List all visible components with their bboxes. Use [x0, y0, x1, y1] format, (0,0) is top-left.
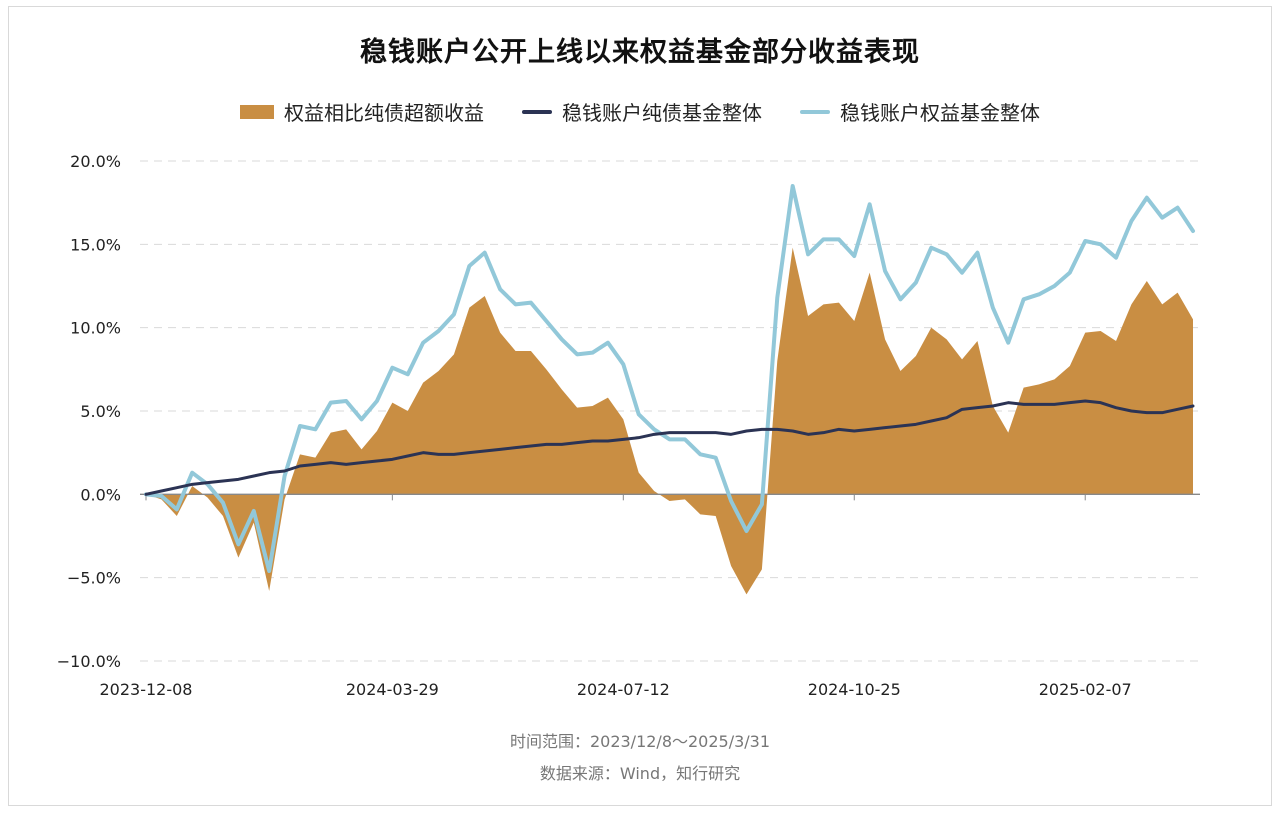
x-tick-label: 2025-02-07 [1039, 680, 1132, 699]
legend-label-bond: 稳钱账户纯债基金整体 [562, 101, 762, 125]
y-tick-label: 20.0% [70, 152, 121, 171]
data-source-note: 数据来源：Wind，知行研究 [539, 764, 741, 783]
legend-swatch-equity [800, 109, 830, 114]
legend-swatch-bond [522, 109, 552, 114]
legend-label-equity: 稳钱账户权益基金整体 [840, 101, 1040, 125]
y-tick-label: 15.0% [70, 235, 121, 254]
legend-swatch-excess [240, 104, 274, 119]
x-tick-label: 2024-03-29 [346, 680, 439, 699]
legend-label-excess: 权益相比纯债超额收益 [284, 101, 484, 125]
excess-return-area [146, 247, 1193, 595]
y-tick-label: 0.0% [80, 485, 121, 504]
bond-fund-line [144, 399, 1195, 496]
legend-item-equity: 稳钱账户权益基金整体 [800, 97, 1040, 126]
time-range-note: 时间范围：2023/12/8～2025/3/31 [509, 732, 771, 751]
y-tick-label: 5.0% [80, 402, 121, 421]
equity-fund-line [144, 184, 1195, 573]
legend-item-excess: 权益相比纯债超额收益 [240, 97, 484, 126]
y-tick-label: −10.0% [57, 652, 121, 671]
chart-title: 稳钱账户公开上线以来权益基金部分收益表现 [360, 37, 920, 68]
legend-item-bond: 稳钱账户纯债基金整体 [522, 97, 762, 126]
y-tick-label: 10.0% [70, 319, 121, 338]
x-tick-label: 2024-10-25 [808, 680, 901, 699]
x-tick-label: 2023-12-08 [100, 680, 193, 699]
x-tick-label: 2024-07-12 [577, 680, 670, 699]
y-tick-label: −5.0% [67, 569, 121, 588]
chart-legend: 权益相比纯债超额收益 稳钱账户纯债基金整体 稳钱账户权益基金整体 [0, 97, 1280, 126]
